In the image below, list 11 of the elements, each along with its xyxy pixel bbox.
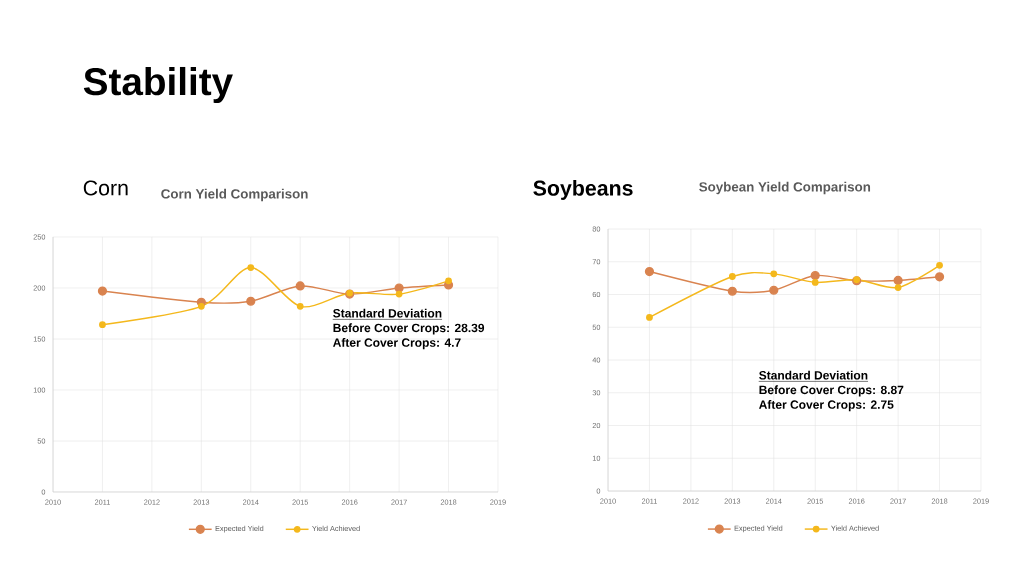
chart-title: Soybean Yield Comparison	[699, 181, 871, 195]
annotation: After Cover Crops: 2.75	[759, 400, 894, 412]
text: Stability	[83, 66, 233, 104]
annotation: After Cover Crops: 4.7	[333, 338, 461, 350]
annotation: Before Cover Crops: 8.87	[759, 385, 904, 397]
chart-subtitle: Corn	[83, 180, 128, 196]
chart-title: Corn Yield Comparison	[161, 188, 308, 202]
annotation: Standard Deviation	[333, 308, 442, 318]
chart-subtitle: Soybeans	[533, 180, 633, 200]
annotation: Standard Deviation	[759, 370, 868, 380]
annotation: Before Cover Crops: 28.39	[333, 323, 485, 335]
